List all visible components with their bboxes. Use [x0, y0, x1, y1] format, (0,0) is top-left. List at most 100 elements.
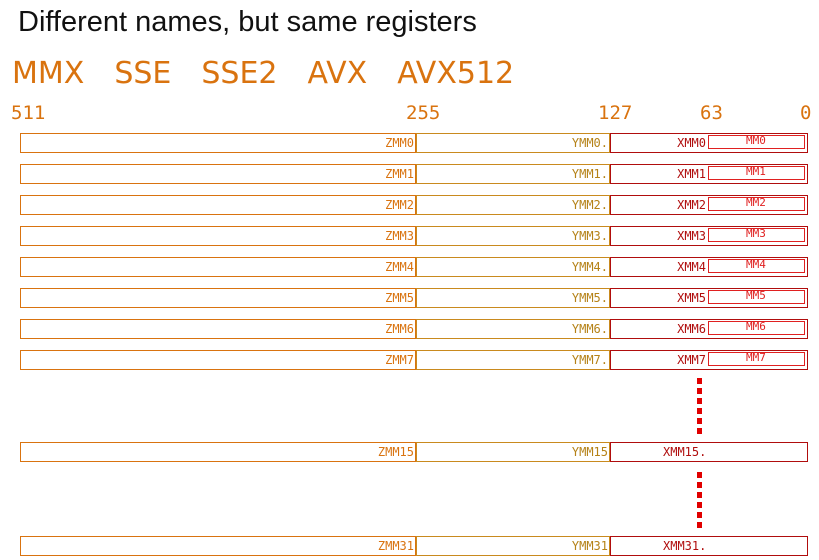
mm-label: MM5: [746, 289, 766, 302]
zmm-segment: [20, 288, 416, 308]
xmm-label: XMM4: [677, 260, 706, 274]
xmm-label: XMM5: [677, 291, 706, 305]
slide-title: Different names, but same registers: [18, 6, 477, 38]
mm-label: MM7: [746, 351, 766, 364]
xmm-label: XMM3: [677, 229, 706, 243]
zmm-label: ZMM31: [377, 539, 414, 553]
register-row: ZMM31 YMM31 XMM31.: [0, 536, 819, 558]
ymm-label: YMM7.: [571, 353, 608, 367]
mm-label: MM4: [746, 258, 766, 271]
mm-label: MM2: [746, 196, 766, 209]
register-row: ZMM2 YMM2. XMM2 MM2: [0, 195, 819, 217]
zmm-label: ZMM5: [385, 291, 414, 305]
zmm-label: ZMM7: [385, 353, 414, 367]
ellipsis-dots: [697, 378, 702, 438]
bit-label-0: 0: [800, 102, 812, 124]
mm-segment: [708, 290, 805, 304]
bit-label-127: 127: [598, 102, 633, 124]
xmm-segment: [610, 226, 808, 246]
zmm-segment: [20, 195, 416, 215]
isa-name-sse2: SSE2: [201, 56, 278, 91]
zmm-segment: [20, 350, 416, 370]
bit-label-63: 63: [700, 102, 723, 124]
zmm-label: ZMM1: [385, 167, 414, 181]
isa-name-mmx: MMX: [12, 56, 85, 91]
ymm-label: YMM6.: [571, 322, 608, 336]
mm-segment: [708, 259, 805, 273]
zmm-label: ZMM0: [385, 136, 414, 150]
ymm-label: YMM0.: [571, 136, 608, 150]
zmm-segment: [20, 164, 416, 184]
isa-name-avx512: AVX512: [397, 56, 515, 91]
register-row: ZMM7 YMM7. XMM7 MM7: [0, 350, 819, 372]
ellipsis-dots: [697, 472, 702, 532]
zmm-segment: [20, 226, 416, 246]
xmm-segment: [610, 319, 808, 339]
ymm-label: YMM2.: [571, 198, 608, 212]
xmm-label: XMM2: [677, 198, 706, 212]
xmm-segment: [610, 164, 808, 184]
zmm-segment: [20, 257, 416, 277]
bit-label-511: 511: [11, 102, 46, 124]
xmm-label: XMM1: [677, 167, 706, 181]
zmm-segment: [20, 133, 416, 153]
ymm-segment: [416, 133, 610, 153]
xmm-segment: [610, 257, 808, 277]
xmm-label: XMM15.: [663, 445, 707, 459]
xmm-segment: [610, 288, 808, 308]
ymm-segment: [416, 195, 610, 215]
ymm-segment: [416, 257, 610, 277]
xmm-segment: [610, 195, 808, 215]
register-row: ZMM6 YMM6. XMM6 MM6: [0, 319, 819, 341]
mm-label: MM3: [746, 227, 766, 240]
mm-segment: [708, 135, 805, 149]
ymm-segment: [416, 164, 610, 184]
ymm-segment: [416, 442, 610, 462]
register-row: ZMM1 YMM1. XMM1 MM1: [0, 164, 819, 186]
xmm-label: XMM7: [677, 353, 706, 367]
zmm-segment: [20, 319, 416, 339]
mm-label: MM6: [746, 320, 766, 333]
ymm-segment: [416, 226, 610, 246]
mm-label: MM1: [746, 165, 766, 178]
mm-segment: [708, 197, 805, 211]
register-row: ZMM3 YMM3. XMM3 MM3: [0, 226, 819, 248]
ymm-label: YMM31: [571, 539, 608, 553]
ymm-segment: [416, 536, 610, 556]
xmm-segment: [610, 350, 808, 370]
xmm-segment: [610, 536, 808, 556]
mm-segment: [708, 321, 805, 335]
xmm-segment: [610, 133, 808, 153]
zmm-label: ZMM15: [377, 445, 414, 459]
ymm-label: YMM1.: [571, 167, 608, 181]
isa-name-avx: AVX: [307, 56, 368, 91]
mm-segment: [708, 166, 805, 180]
register-row: ZMM0 YMM0. XMM0 MM0: [0, 133, 819, 155]
ymm-segment: [416, 319, 610, 339]
isa-names-row: MMX SSE SSE2 AVX AVX512: [12, 56, 514, 91]
zmm-label: ZMM3: [385, 229, 414, 243]
mm-segment: [708, 352, 805, 366]
isa-name-sse: SSE: [114, 56, 172, 91]
zmm-label: ZMM6: [385, 322, 414, 336]
ymm-segment: [416, 350, 610, 370]
register-row: ZMM15 YMM15 XMM15.: [0, 442, 819, 464]
mm-label: MM0: [746, 134, 766, 147]
zmm-label: ZMM4: [385, 260, 414, 274]
ymm-label: YMM15: [571, 445, 608, 459]
zmm-segment: [20, 536, 416, 556]
ymm-label: YMM5.: [571, 291, 608, 305]
mm-segment: [708, 228, 805, 242]
zmm-label: ZMM2: [385, 198, 414, 212]
bit-label-255: 255: [406, 102, 441, 124]
ymm-label: YMM3.: [571, 229, 608, 243]
xmm-label: XMM0: [677, 136, 706, 150]
xmm-label: XMM31.: [663, 539, 707, 553]
register-row: ZMM4 YMM4. XMM4 MM4: [0, 257, 819, 279]
xmm-segment: [610, 442, 808, 462]
register-row: ZMM5 YMM5. XMM5 MM5: [0, 288, 819, 310]
ymm-segment: [416, 288, 610, 308]
ymm-label: YMM4.: [571, 260, 608, 274]
xmm-label: XMM6: [677, 322, 706, 336]
zmm-segment: [20, 442, 416, 462]
